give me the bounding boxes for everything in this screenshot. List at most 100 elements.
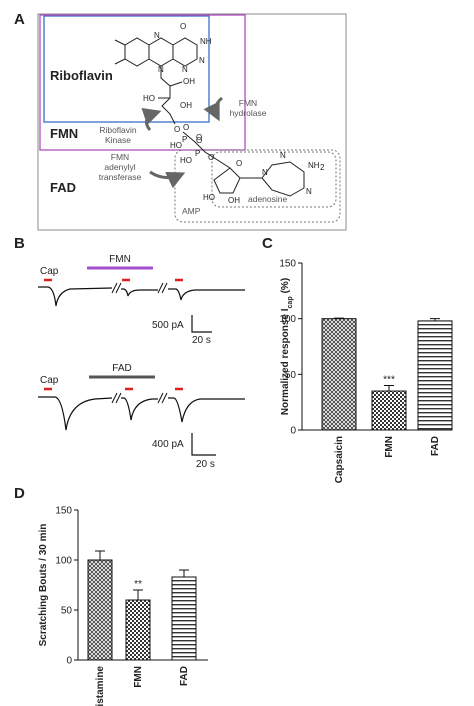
atom: N [182, 65, 188, 74]
fmn-box [39, 14, 246, 151]
error-bar [133, 589, 143, 600]
bar [417, 320, 453, 431]
atom: HO [203, 193, 215, 202]
stimulus-label: Cap [40, 266, 59, 277]
atom: 2 [320, 163, 325, 172]
atom: N [262, 168, 268, 177]
atom: O [180, 22, 186, 31]
error-bar [334, 317, 344, 319]
x-tick-label: FAD [179, 666, 190, 686]
atom: OH [228, 196, 240, 205]
y-axis-label: Normalized response Icap (%) [280, 278, 294, 415]
structure [114, 37, 305, 197]
atom: P [195, 149, 200, 158]
panel-b: B Cap FMN 500 pA 20 s Cap FAD 400 pA 20 … [14, 235, 245, 470]
group-label: adenosine [248, 194, 288, 204]
scale-current: 400 pA [152, 439, 184, 450]
arrow [141, 108, 162, 131]
break [111, 282, 168, 294]
atom: O [196, 133, 202, 142]
atom: HO [143, 94, 155, 103]
arrow [203, 96, 223, 122]
atom: N [306, 187, 312, 196]
atom: OH [183, 77, 195, 86]
error-bar [95, 550, 105, 560]
y-tick-label: 0 [66, 656, 72, 667]
y-tick-label: 150 [279, 259, 296, 270]
atom: N [199, 56, 205, 65]
atom: N [154, 31, 160, 40]
enzyme: FMN [239, 98, 257, 108]
error-bar [384, 384, 394, 392]
y-axis-label: Scratching Bouts / 30 min [38, 524, 49, 647]
panel-label: B [14, 235, 25, 252]
y-axis-label-text: Normalized response I [280, 308, 291, 415]
enzyme: adenylyl [104, 162, 135, 172]
panel-a: A O NH N N N N OH HO OH O P O HO O P O H… [14, 11, 347, 231]
significance: *** [383, 374, 395, 385]
y-axis-label-end: (%) [280, 278, 291, 294]
riboflavin-box [43, 15, 210, 123]
atom: O [183, 123, 189, 132]
enzyme: transferase [99, 172, 142, 182]
bar [87, 559, 113, 661]
enzyme: Kinase [105, 135, 131, 145]
x-tick-label: FMN [133, 666, 144, 688]
scale-bar [191, 433, 216, 456]
x-tick-label: Histamine [95, 666, 106, 706]
panel-label: A [14, 11, 25, 28]
scale-bar [191, 315, 212, 333]
atom: P [182, 135, 187, 144]
bar [321, 318, 357, 431]
y-tick-label: 100 [55, 556, 72, 567]
atom: HO [170, 141, 182, 150]
arrow [149, 170, 186, 189]
trace [38, 396, 245, 431]
x-tick-label: FMN [384, 436, 395, 458]
bar [171, 576, 197, 661]
atom: N [280, 151, 286, 160]
panel-label: C [262, 235, 273, 252]
stimulus-label: Cap [40, 375, 59, 386]
y-tick-label: 50 [285, 370, 297, 381]
enzyme: Riboflavin [99, 125, 137, 135]
scale-time: 20 s [196, 459, 215, 470]
enzyme: FMN [111, 152, 129, 162]
compound: Riboflavin [50, 68, 113, 83]
atom: O [208, 153, 214, 162]
frame [37, 13, 347, 231]
scale-current: 500 pA [152, 320, 184, 331]
atom: NH [308, 161, 320, 170]
significance: ** [134, 579, 142, 590]
y-tick-label: 50 [61, 606, 73, 617]
y-tick-label: 150 [55, 506, 72, 517]
atom: OH [180, 101, 192, 110]
drug-label: FMN [109, 254, 131, 265]
atom: NH [200, 37, 212, 46]
drug-label: FAD [112, 363, 131, 374]
panel-label: D [14, 485, 25, 502]
group-label: AMP [182, 206, 201, 216]
compound: FAD [50, 180, 76, 195]
bar [371, 390, 407, 431]
adenosine-box [211, 151, 337, 208]
scale-time: 20 s [192, 335, 211, 346]
atom: N [158, 65, 164, 74]
x-tick-label: Capsaicin [334, 436, 345, 483]
atom: O [196, 136, 202, 145]
compound: FMN [50, 126, 78, 141]
y-axis-label-sub: cap [287, 296, 294, 308]
x-tick-label: FAD [430, 436, 441, 456]
y-axis-label-text: Scratching Bouts / 30 min [38, 524, 49, 647]
atom: O [236, 159, 242, 168]
atom: O [174, 125, 180, 134]
enzyme: hydrolase [230, 108, 267, 118]
bar [125, 599, 151, 661]
error-bar [430, 318, 440, 321]
atom: HO [180, 156, 192, 165]
error-bar [179, 569, 189, 577]
break [111, 392, 168, 404]
y-tick-label: 0 [290, 426, 296, 437]
trace [38, 286, 245, 307]
